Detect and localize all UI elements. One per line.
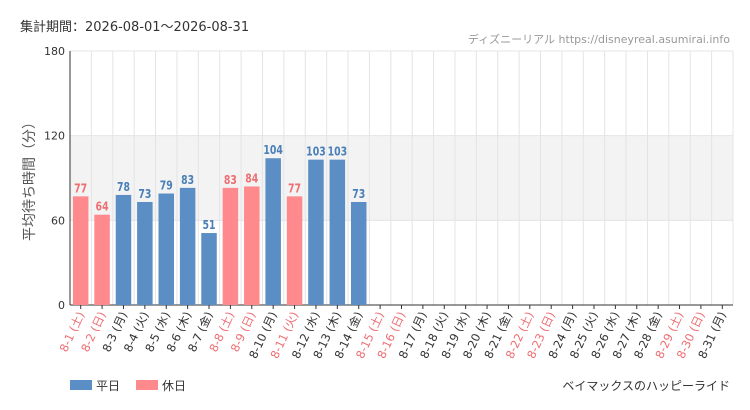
y-tick-label: 180 (44, 45, 65, 58)
bar (329, 159, 346, 305)
y-tick-label: 120 (44, 130, 65, 143)
attraction-name: ベイマックスのハッピーライド (562, 379, 730, 393)
period-label: 集計期間：2026-08-01〜2026-08-31 (20, 19, 249, 35)
bar (158, 193, 174, 305)
y-axis-title: 平均待ち時間（分） (22, 115, 38, 241)
bar-value-label: 103 (328, 145, 348, 159)
bar-value-label: 73 (352, 187, 365, 201)
bar-value-label: 73 (138, 187, 151, 201)
legend-swatch-weekday (70, 380, 92, 390)
source-label: ディズニーリアル https://disneyreal.asumirai.inf… (468, 32, 730, 46)
legend: 平日 休日 (70, 379, 186, 393)
bar-value-label: 51 (203, 218, 216, 232)
bar-value-label: 83 (224, 173, 237, 187)
bar (201, 233, 217, 305)
bar (308, 159, 324, 305)
bar (94, 214, 110, 305)
bar-value-label: 77 (288, 181, 301, 195)
bar-value-label: 83 (181, 173, 194, 187)
bar (72, 196, 89, 305)
bar-value-label: 104 (263, 143, 283, 157)
bar (115, 194, 132, 305)
y-tick-label: 0 (58, 299, 65, 312)
legend-swatch-holiday (136, 380, 158, 390)
bar (222, 187, 239, 305)
bar (350, 201, 367, 305)
bar (137, 201, 153, 305)
bar (244, 186, 260, 305)
bar-value-label: 103 (306, 145, 326, 159)
bar (179, 187, 196, 305)
bar-value-label: 79 (160, 178, 173, 192)
bar (265, 158, 281, 305)
bar-value-label: 77 (74, 181, 87, 195)
bar-value-label: 64 (96, 200, 109, 214)
bar (286, 196, 303, 305)
bar-value-label: 84 (245, 171, 258, 185)
bar-value-label: 78 (117, 180, 130, 194)
legend-label-holiday: 休日 (162, 379, 186, 393)
y-tick-label: 60 (51, 214, 65, 227)
legend-label-weekday: 平日 (96, 379, 120, 393)
